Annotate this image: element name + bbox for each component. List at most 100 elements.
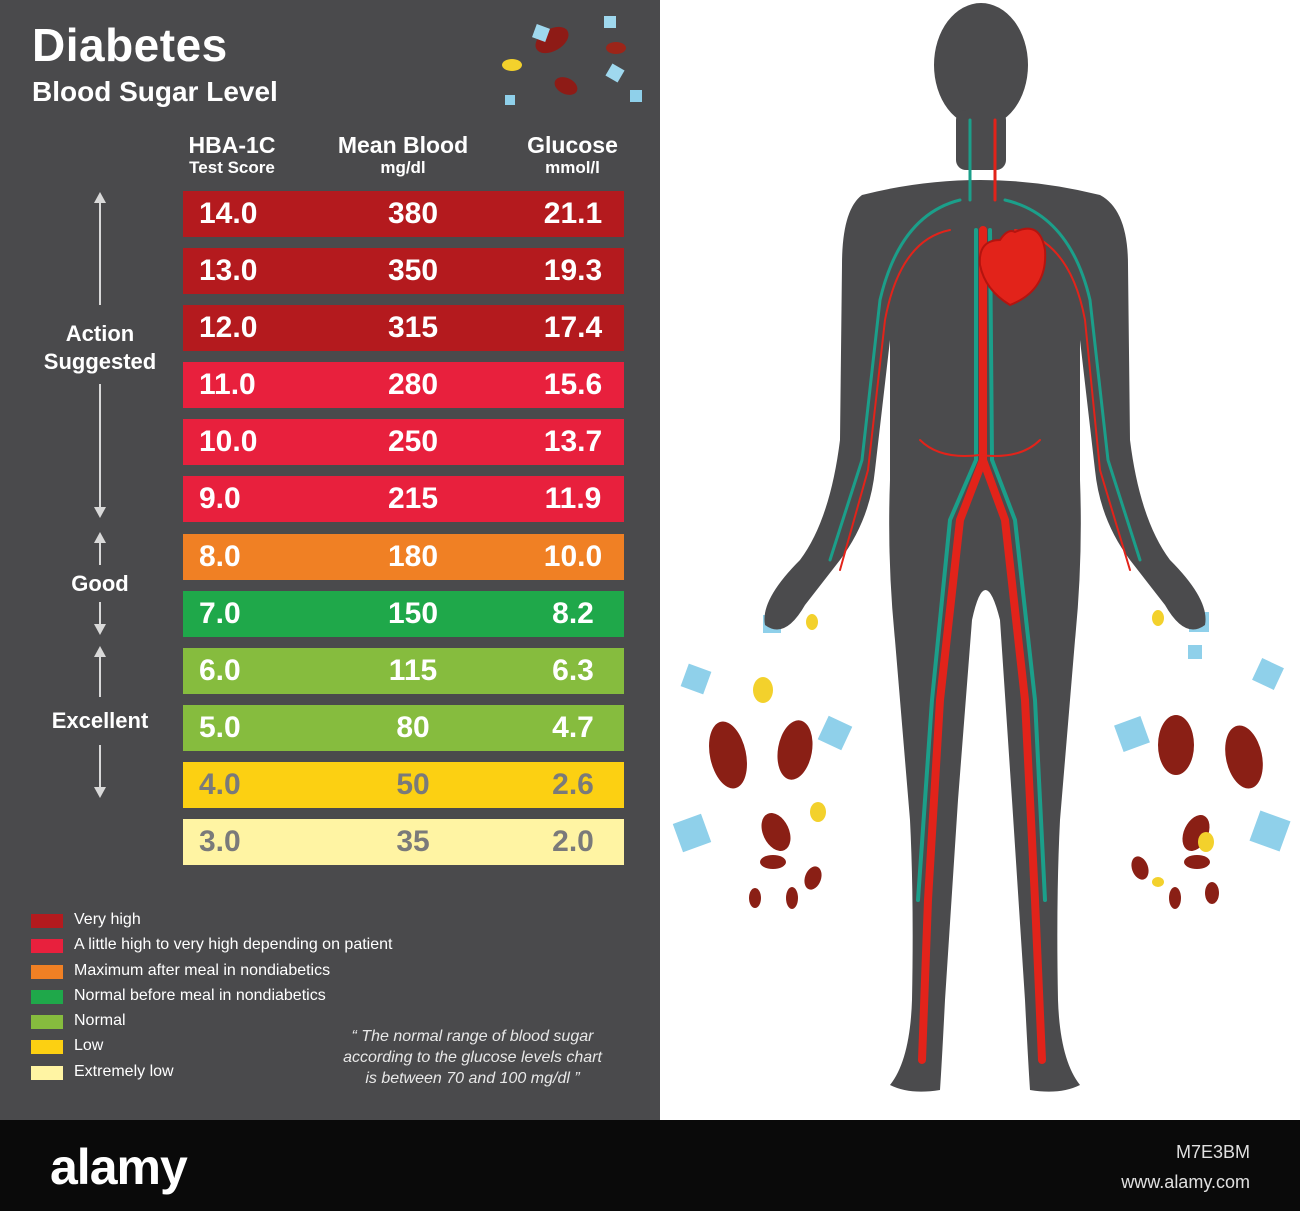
mg-dl-cell: 215 bbox=[387, 482, 439, 516]
range-line bbox=[99, 657, 101, 697]
quote-line: is between 70 and 100 mg/dl ” bbox=[365, 1070, 580, 1087]
table-row: 11.0 280 15.6 bbox=[183, 362, 624, 409]
legend-label: Normal before meal in nondiabetics bbox=[74, 986, 326, 1004]
mmol-cell: 21.1 bbox=[543, 197, 603, 230]
image-id: M7E3BM bbox=[1175, 1142, 1250, 1162]
mg-dl-cell: 280 bbox=[387, 368, 439, 402]
blood-cells bbox=[535, 26, 1263, 909]
range-line bbox=[99, 745, 101, 787]
quote-line: “ The normal range of blood sugar bbox=[351, 1028, 594, 1045]
legend-label: Normal bbox=[74, 1012, 126, 1030]
range-line bbox=[99, 543, 101, 565]
legend-swatch bbox=[31, 914, 63, 928]
legend-label: Extremely low bbox=[74, 1062, 174, 1080]
legend-swatch bbox=[31, 964, 63, 979]
hba1c-cell: 7.0 bbox=[199, 596, 241, 630]
table-row: 3.0 35 2.0 bbox=[183, 819, 624, 866]
quote-line: according to the glucose levels chart bbox=[343, 1049, 602, 1066]
footer-url: www.alamy.com bbox=[1121, 1172, 1250, 1192]
hba1c-cell: 6.0 bbox=[199, 653, 241, 687]
page-title: Diabetes bbox=[32, 19, 228, 71]
stock-footer-bar: alamy M7E3BM www.alamy.com bbox=[0, 1120, 1300, 1211]
blood-sugar-table: 14.0 380 21.1 13.0 350 19.3 12.0 315 17.4 11.0… bbox=[183, 191, 624, 876]
mg-dl-cell: 80 bbox=[396, 710, 430, 744]
hba1c-cell: 10.0 bbox=[199, 425, 258, 459]
table-row: 6.0 115 6.3 bbox=[183, 647, 624, 694]
column-title: Glucose bbox=[527, 132, 618, 158]
legend-swatch bbox=[31, 939, 63, 954]
mg-dl-cell: 35 bbox=[396, 825, 430, 859]
range-arrow-up-icon bbox=[94, 532, 106, 543]
mg-dl-cell: 150 bbox=[387, 596, 439, 630]
glucose-particles-illustration bbox=[502, 16, 1291, 909]
mg-dl-cell: 115 bbox=[388, 653, 438, 687]
hba1c-cell: 14.0 bbox=[199, 197, 258, 230]
range-arrow-down-icon bbox=[94, 624, 106, 635]
column-title: Mean Blood bbox=[337, 132, 469, 158]
table-row: 10.0 250 13.7 bbox=[183, 419, 624, 466]
range-arrow-down-icon bbox=[94, 787, 106, 798]
mmol-cell: 10.0 bbox=[543, 539, 603, 573]
mg-dl-cell: 50 bbox=[396, 767, 430, 801]
table-row: 13.0 350 19.3 bbox=[183, 248, 624, 295]
table-row: 5.0 80 4.7 bbox=[183, 704, 624, 751]
mmol-cell: 11.9 bbox=[544, 482, 602, 516]
mmol-cell: 2.0 bbox=[552, 825, 594, 859]
normal-range-quote: “ The normal range of blood sugar accord… bbox=[300, 1026, 645, 1089]
mg-dl-cell: 315 bbox=[387, 311, 439, 345]
glucose-pills bbox=[502, 59, 1214, 887]
hba1c-cell: 12.0 bbox=[199, 311, 258, 345]
hba1c-cell: 5.0 bbox=[199, 710, 241, 744]
mmol-cell: 19.3 bbox=[543, 254, 603, 288]
column-title: HBA-1C bbox=[188, 132, 276, 158]
heart-icon bbox=[978, 227, 1047, 307]
mmol-cell: 13.7 bbox=[543, 425, 603, 459]
range-line bbox=[99, 602, 101, 624]
range-line bbox=[99, 203, 101, 305]
mmol-cell: 17.4 bbox=[543, 311, 603, 345]
mmol-cell: 8.2 bbox=[552, 596, 594, 630]
range-label-good: Good bbox=[71, 571, 129, 596]
hba1c-cell: 9.0 bbox=[199, 482, 241, 516]
mg-dl-cell: 180 bbox=[387, 539, 439, 573]
legend-label: Very high bbox=[74, 911, 141, 928]
table-row: 12.0 315 17.4 bbox=[183, 305, 624, 352]
mg-dl-cell: 380 bbox=[387, 197, 439, 230]
mg-dl-cell: 250 bbox=[387, 425, 439, 459]
body-silhouette bbox=[764, 3, 1206, 1092]
table-row: 8.0 180 10.0 bbox=[183, 533, 624, 580]
legend-swatch bbox=[31, 989, 63, 1004]
legend-label: A little high to very high depending on … bbox=[74, 936, 393, 954]
range-label-excellent: Excellent bbox=[51, 708, 149, 733]
range-line bbox=[99, 384, 101, 508]
mg-dl-cell: 350 bbox=[387, 254, 439, 288]
column-header-glucose: Glucose mmol/l bbox=[505, 132, 640, 178]
table-row: 7.0 150 8.2 bbox=[183, 590, 624, 637]
legend-swatch bbox=[31, 1015, 63, 1030]
legend-label: Maximum after meal in nondiabetics bbox=[74, 961, 331, 979]
range-arrow-up-icon bbox=[94, 192, 106, 203]
table-row: 4.0 50 2.6 bbox=[183, 761, 624, 808]
mmol-cell: 15.6 bbox=[543, 368, 603, 402]
table-row: 14.0 380 21.1 bbox=[183, 191, 624, 237]
hba1c-cell: 3.0 bbox=[199, 825, 241, 859]
hba1c-cell: 8.0 bbox=[199, 539, 241, 573]
column-header-mean-blood: Mean Blood mg/dl bbox=[318, 132, 488, 178]
mmol-cell: 4.7 bbox=[552, 710, 594, 744]
range-arrow-up-icon bbox=[94, 646, 106, 657]
column-unit: mmol/l bbox=[545, 158, 600, 177]
legend-label: Low bbox=[74, 1037, 104, 1055]
human-circulatory-figure bbox=[764, 3, 1206, 1092]
column-unit: mg/dl bbox=[380, 158, 426, 177]
legend-swatch bbox=[31, 1040, 63, 1055]
table-row: 9.0 215 11.9 bbox=[183, 476, 624, 523]
alamy-logo: alamy bbox=[50, 1139, 188, 1195]
hba1c-cell: 4.0 bbox=[199, 767, 241, 801]
mmol-cell: 2.6 bbox=[552, 767, 594, 801]
hba1c-cell: 11.0 bbox=[199, 368, 256, 402]
range-label-action: Action Suggested bbox=[43, 321, 157, 374]
mmol-cell: 6.3 bbox=[552, 653, 594, 687]
column-unit: Test Score bbox=[189, 158, 275, 177]
hba1c-cell: 13.0 bbox=[199, 254, 258, 288]
column-header-hba1c: HBA-1C Test Score bbox=[172, 132, 292, 178]
